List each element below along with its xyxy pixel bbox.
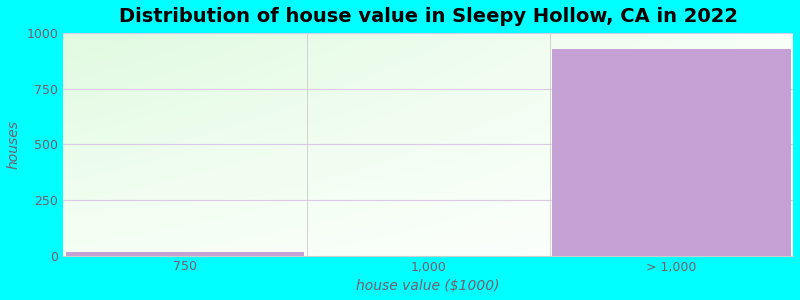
X-axis label: house value ($1000): house value ($1000) [356,279,500,293]
Y-axis label: houses: houses [7,120,21,169]
Title: Distribution of house value in Sleepy Hollow, CA in 2022: Distribution of house value in Sleepy Ho… [118,7,738,26]
Bar [552,49,790,256]
Bar [66,252,304,256]
